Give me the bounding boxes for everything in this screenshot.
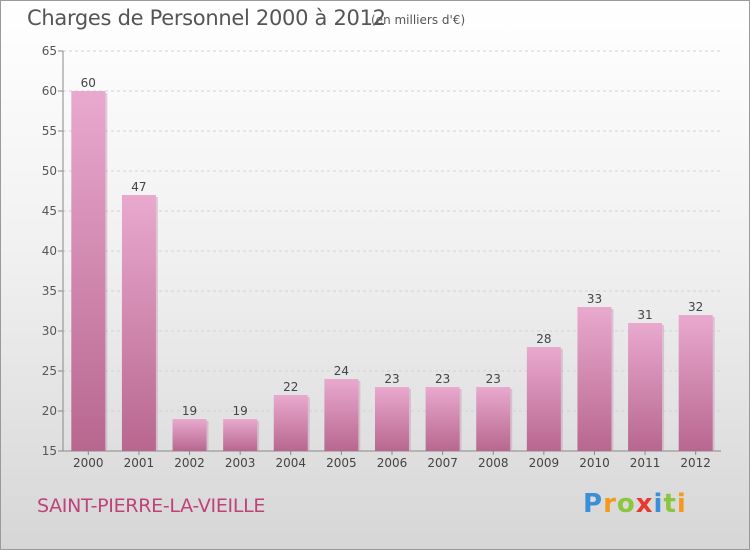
data-label: 31	[637, 308, 652, 322]
data-label: 23	[486, 372, 501, 386]
logo-letter: o	[616, 489, 636, 519]
logo-letter: t	[663, 489, 677, 519]
data-label: 19	[233, 404, 248, 418]
x-tick-label: 2003	[225, 456, 256, 470]
data-label: 24	[334, 364, 349, 378]
y-tick-label: 55	[42, 124, 57, 138]
bar	[628, 323, 663, 451]
y-tick-label: 15	[42, 444, 57, 458]
y-tick-label: 20	[42, 404, 57, 418]
logo-letter: P	[583, 489, 604, 519]
y-tick-label: 50	[42, 164, 57, 178]
bar	[476, 387, 511, 451]
x-tick-label: 2008	[478, 456, 509, 470]
x-tick-label: 2001	[124, 456, 155, 470]
bar	[577, 307, 612, 451]
bar	[678, 315, 713, 451]
x-tick-label: 2000	[73, 456, 104, 470]
y-tick-label: 30	[42, 324, 57, 338]
bar	[324, 379, 359, 451]
data-label: 19	[182, 404, 197, 418]
logo-letter: i	[676, 489, 687, 519]
bars	[71, 91, 715, 451]
x-tick-label: 2002	[174, 456, 205, 470]
x-tick-label: 2010	[579, 456, 610, 470]
x-tick-label: 2007	[427, 456, 458, 470]
data-label: 22	[283, 380, 298, 394]
data-label: 32	[688, 300, 703, 314]
chart-title: Charges de Personnel 2000 à 2012	[27, 6, 386, 30]
y-tick-label: 35	[42, 284, 57, 298]
bar	[172, 419, 207, 451]
place-name: SAINT-PIERRE-LA-VIEILLE	[37, 495, 266, 517]
y-tick-label: 45	[42, 204, 57, 218]
bar	[375, 387, 409, 451]
logo-letter: i	[653, 489, 664, 519]
data-label: 33	[587, 292, 602, 306]
y-tick-label: 25	[42, 364, 57, 378]
data-label: 47	[131, 180, 146, 194]
logo-letter: r	[603, 489, 617, 519]
proxiti-logo[interactable]: Proxiti	[583, 489, 687, 519]
x-tick-label: 2012	[680, 456, 711, 470]
x-tick-label: 2005	[326, 456, 357, 470]
x-tick-label: 2004	[275, 456, 306, 470]
y-tick-label: 65	[42, 44, 57, 58]
labels: 15 20 25 30 35 40 45 50 55 60 65 2000 60 2001 47 2002 19…	[42, 44, 711, 470]
x-tick-label: 2006	[377, 456, 408, 470]
x-tick-label: 2011	[630, 456, 661, 470]
data-label: 23	[384, 372, 399, 386]
bar	[121, 195, 156, 451]
chart-subtitle: (en milliers d'€)	[371, 13, 466, 27]
data-label: 60	[81, 76, 96, 90]
x-tick-label: 2009	[529, 456, 560, 470]
bar	[425, 387, 460, 451]
bar	[223, 419, 258, 451]
y-tick-label: 60	[42, 84, 57, 98]
data-label: 23	[435, 372, 450, 386]
data-label: 28	[536, 332, 551, 346]
bar	[71, 91, 106, 451]
logo-letter: x	[635, 489, 654, 519]
y-tick-label: 40	[42, 244, 57, 258]
bar	[526, 347, 561, 451]
bar	[273, 395, 308, 451]
